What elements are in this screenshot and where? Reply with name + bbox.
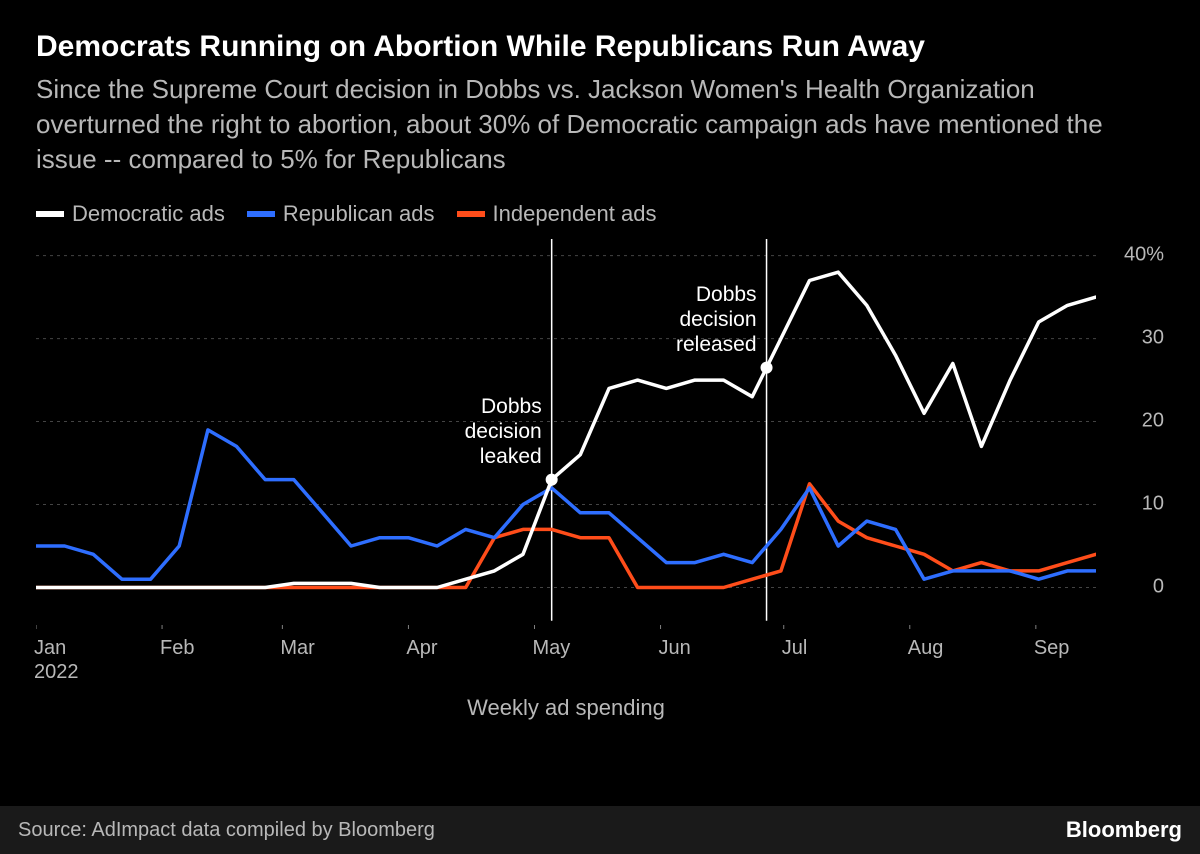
chart-subtitle: Since the Supreme Court decision in Dobb… xyxy=(36,72,1164,177)
x-tick-label: Jan xyxy=(34,637,66,660)
legend-swatch xyxy=(457,211,485,217)
x-tick-label: Jun xyxy=(659,637,691,660)
line-chart xyxy=(36,239,1096,629)
x-tick-label: Jul xyxy=(782,637,808,660)
chart-title: Democrats Running on Abortion While Repu… xyxy=(36,28,1164,66)
y-tick-label: 0 xyxy=(1153,576,1164,599)
legend-swatch xyxy=(247,211,275,217)
legend-item: Democratic ads xyxy=(36,201,225,227)
x-tick-label: Mar xyxy=(280,637,314,660)
legend-item: Republican ads xyxy=(247,201,435,227)
x-tick-label: Aug xyxy=(908,637,944,660)
y-tick-label: 40% xyxy=(1124,244,1164,267)
y-axis: 0 10 20 30 40% xyxy=(1104,239,1164,629)
series-line xyxy=(36,272,1096,587)
y-tick-label: 30 xyxy=(1142,327,1164,350)
series-line xyxy=(36,430,1096,579)
footer: Source: AdImpact data compiled by Bloomb… xyxy=(0,806,1200,854)
brand-logo: Bloomberg xyxy=(1066,817,1182,843)
x-axis: Jan2022 Feb Mar Apr May Jun Jul Aug Sep xyxy=(36,637,1096,687)
y-tick-label: 20 xyxy=(1142,410,1164,433)
x-tick-label: Sep xyxy=(1034,637,1070,660)
x-tick-label: May xyxy=(532,637,570,660)
legend: Democratic ads Republican ads Independent … xyxy=(36,201,1164,227)
legend-item: Independent ads xyxy=(457,201,657,227)
chart-area: 010203040% Jan2022FebMarAprMayJunJulAugS… xyxy=(36,239,1164,679)
legend-swatch xyxy=(36,211,64,217)
source-text: Source: AdImpact data compiled by Bloomb… xyxy=(18,819,435,842)
event-marker-dot xyxy=(546,473,558,485)
legend-label: Democratic ads xyxy=(72,201,225,227)
event-marker-dot xyxy=(761,361,773,373)
x-tick-label: Feb xyxy=(160,637,194,660)
x-tick-label: Apr xyxy=(406,637,437,660)
legend-label: Republican ads xyxy=(283,201,435,227)
x-tick-sublabel: 2022 xyxy=(34,661,79,684)
legend-label: Independent ads xyxy=(493,201,657,227)
x-axis-title: Weekly ad spending xyxy=(36,695,1096,721)
y-tick-label: 10 xyxy=(1142,493,1164,516)
